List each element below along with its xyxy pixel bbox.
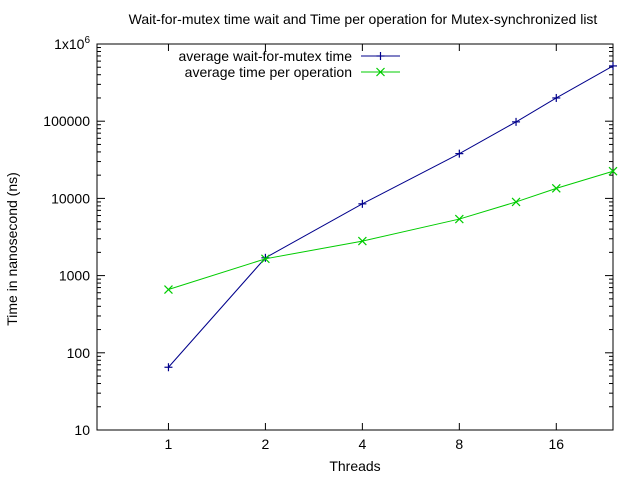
legend-item: average time per operation [185,64,400,80]
data-point [608,166,618,176]
y-axis-label: Time in nanosecond (ns) [4,172,20,326]
x-tick-label: 4 [358,436,366,452]
y-tick-label: 100000 [43,113,90,129]
data-point [455,149,464,158]
y-tick-label-base: 1x10 [54,36,85,52]
y-tick-label: 1x106 [54,35,90,52]
data-point [357,236,367,246]
data-point [551,183,561,193]
plot-series [164,61,618,372]
chart-title: Wait-for-mutex time wait and Time per op… [129,11,598,27]
x-tick-label: 1 [165,436,173,452]
x-tick-label: 16 [548,436,564,452]
legend-marker [376,67,385,77]
data-point [512,117,521,126]
legend-label: average time per operation [185,64,352,80]
data-point [164,363,173,372]
x-axis-ticks: 1 2 4 8 16 [165,44,564,452]
data-point [511,197,521,207]
legend-marker [376,52,385,60]
legend-item: average wait-for-mutex time [178,48,400,64]
y-tick-label-exponent: 6 [84,35,90,46]
data-point [454,214,464,224]
y-tick-label: 1000 [59,268,90,284]
y-tick-label: 100 [67,345,91,361]
x-tick-label: 8 [455,436,463,452]
data-point [261,253,270,262]
y-tick-label: 10000 [51,190,90,206]
y-tick-label: 10 [74,422,90,438]
data-point [552,93,561,102]
legend-label: average wait-for-mutex time [178,48,352,64]
data-point [164,285,173,294]
series-2 [164,166,618,294]
series-1 [164,61,617,372]
data-point [358,199,367,208]
x-axis-label: Threads [329,458,380,474]
plot-frame [96,43,614,431]
series-line [168,65,614,368]
y-axis-ticks: 10 100 1000 10000 100000 1x106 [43,35,613,438]
x-tick-label: 2 [262,436,270,452]
data-point [609,61,617,70]
data-point [260,254,270,264]
